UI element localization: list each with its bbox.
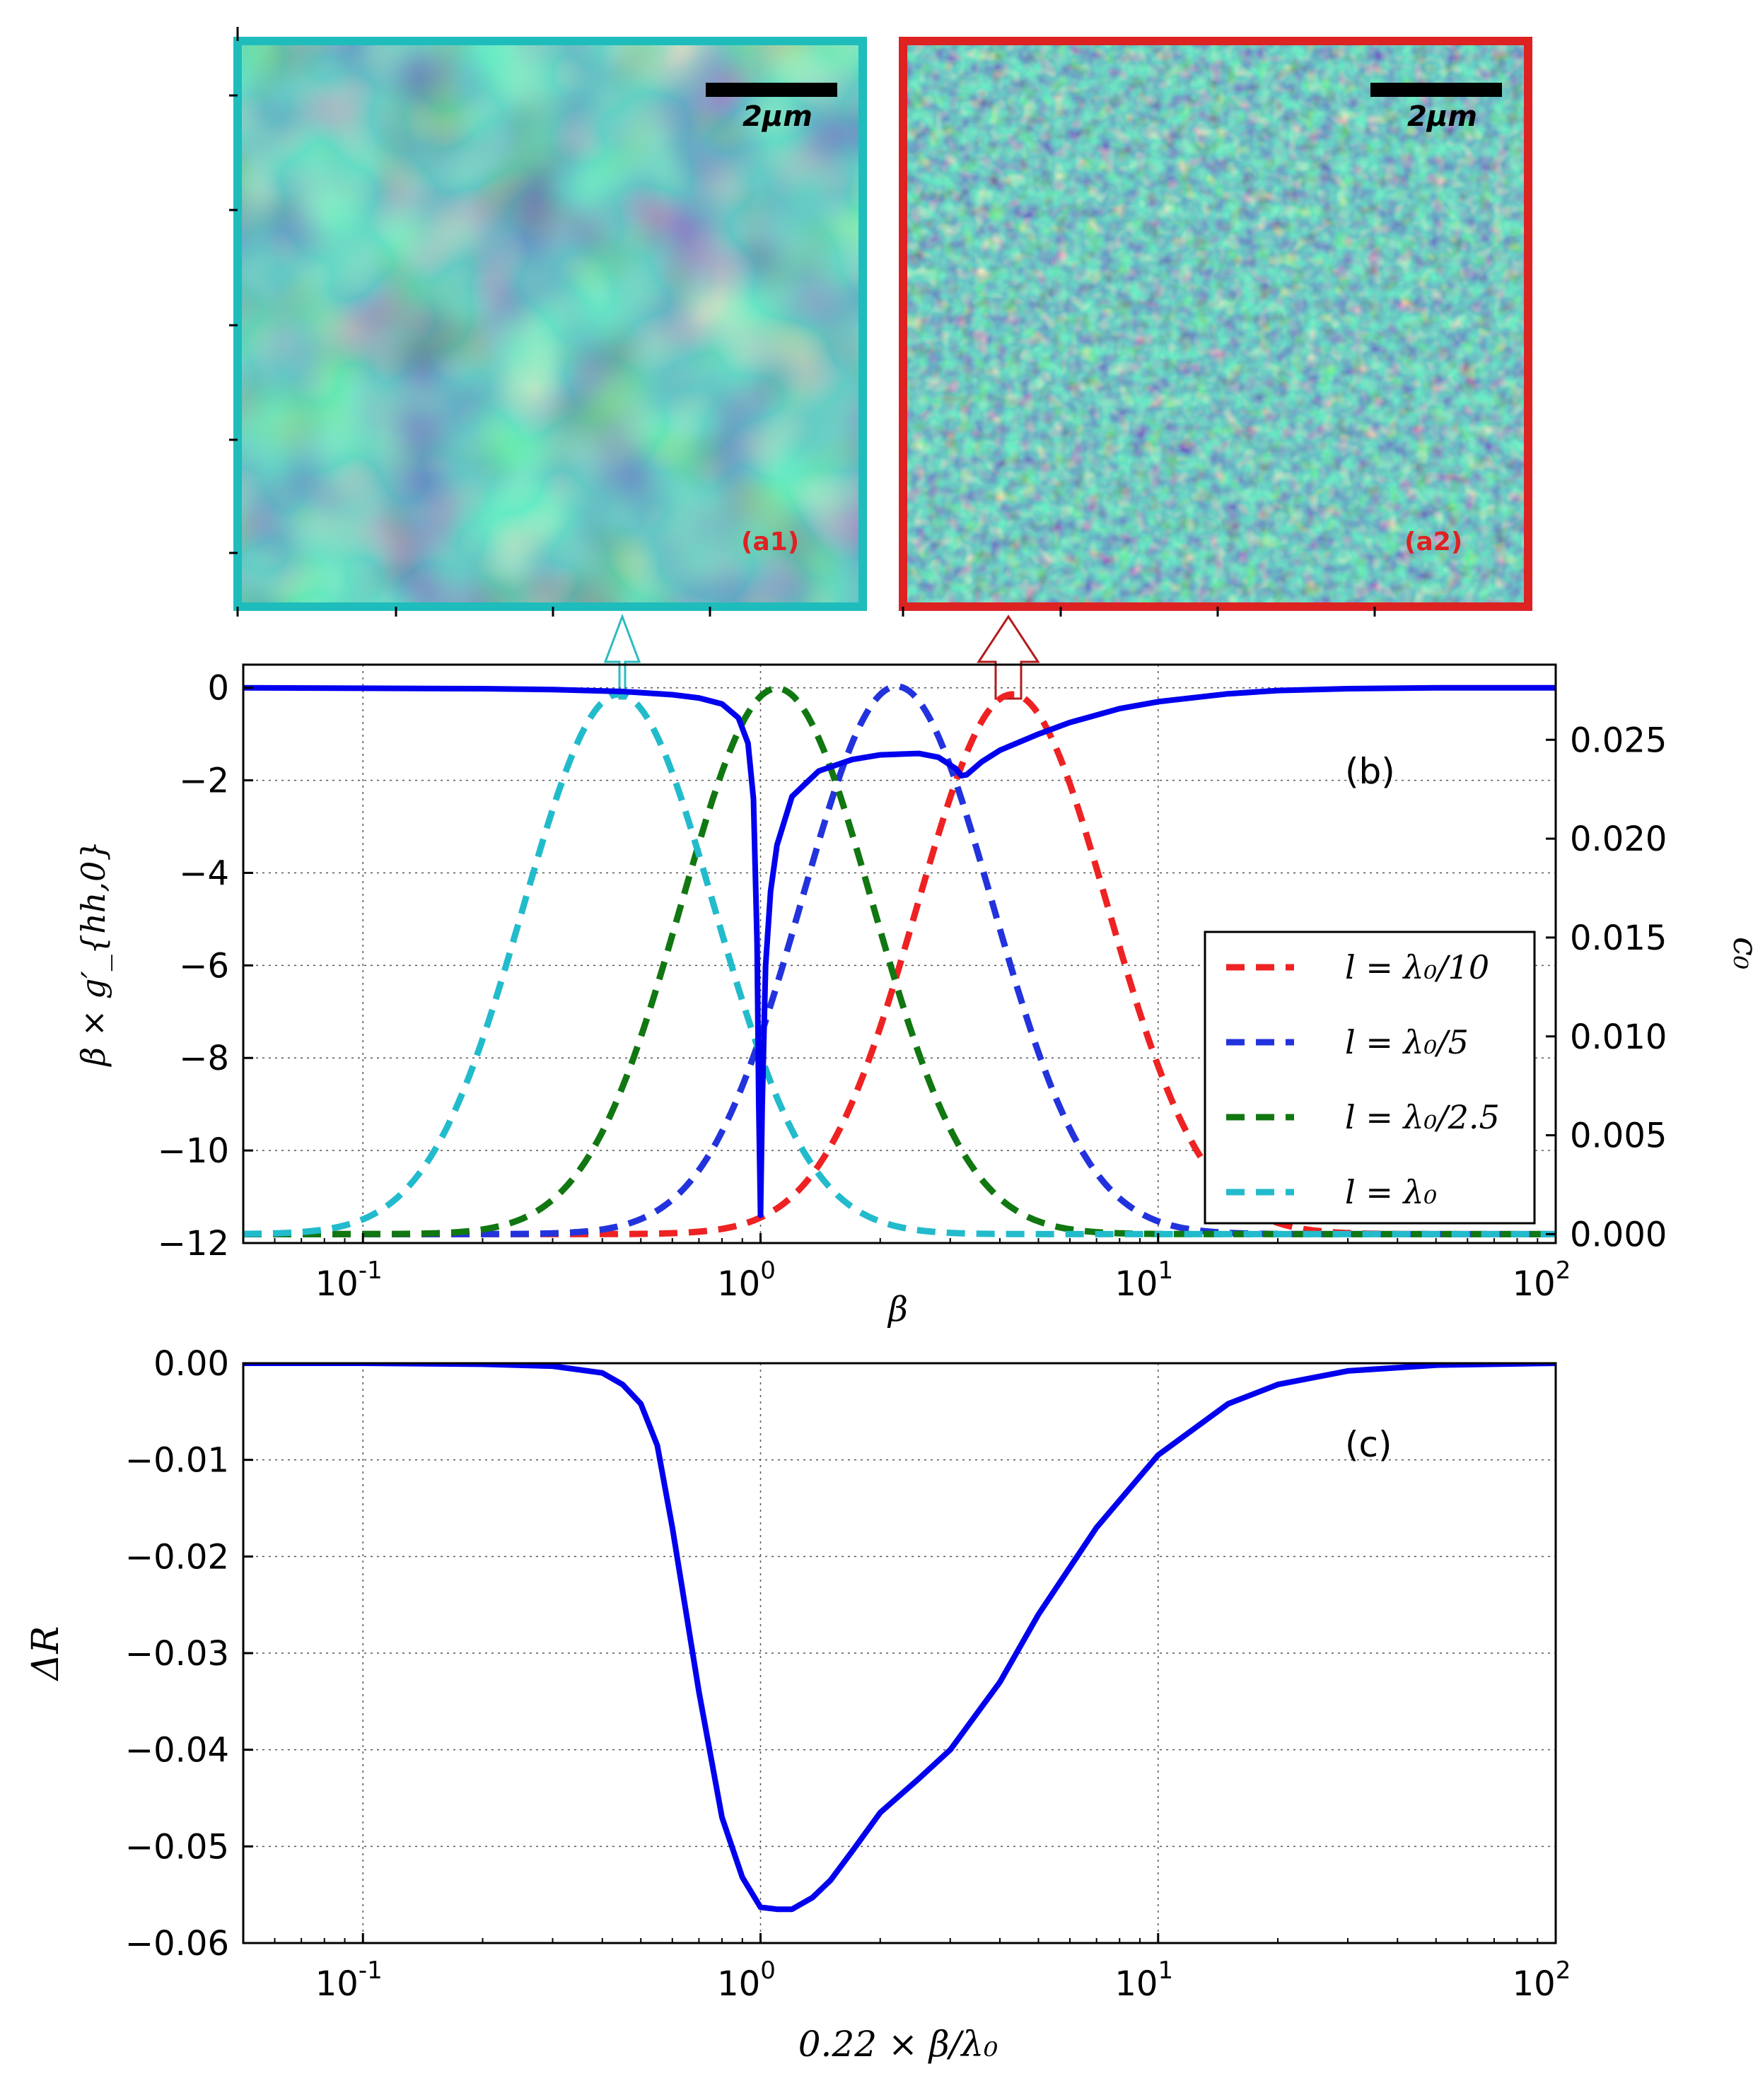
chart-b-ytick-label-4: −8 <box>179 1039 229 1078</box>
a1-scale-bar <box>706 83 837 97</box>
chart-c-ytick-label-0: 0.00 <box>153 1344 229 1384</box>
chart-b-xlabel: β <box>887 1290 908 1329</box>
chart-b-ylabel-right: c₀ <box>1725 937 1753 969</box>
chart-b-ytick-label-6: −12 <box>158 1224 229 1264</box>
a2-border <box>899 37 1532 611</box>
chart-b-ytick-label-5: −10 <box>158 1131 229 1171</box>
chart-b-label: (b) <box>1345 751 1395 792</box>
a2-image <box>903 41 1528 607</box>
chart-c-ytick-label-2: −0.02 <box>125 1537 229 1577</box>
chart-c-ytick-label-6: −0.06 <box>125 1924 229 1964</box>
chart-b-frame <box>242 663 1557 1244</box>
chart-c-xtick-label-0: 10-1 <box>315 1956 383 2004</box>
chart-b: 0 −2 −4 −6 −8 −10 −12 0.025 0.020 0.015 0.010 0.00… <box>74 663 1753 1329</box>
chart-b-y2ticks: 0.025 0.020 0.015 0.010 0.005 0.000 <box>1546 721 1667 1254</box>
legend-label-3: l = λ₀ <box>1345 1173 1437 1211</box>
a2-scale-text: 2μm <box>1407 100 1477 133</box>
chart-c-xtick-label-3: 102 <box>1513 1956 1571 2004</box>
a1-scale-text: 2μm <box>742 100 813 133</box>
chart-c-series <box>243 1363 1556 1913</box>
arrow-to-a1 <box>603 613 641 700</box>
a1-border <box>233 37 867 611</box>
chart-c-ytick-label-5: −0.05 <box>125 1827 229 1867</box>
chart-c-xtick-label-1: 100 <box>717 1956 776 2004</box>
chart-b-xticks: 10-1 100 101 102 <box>274 1233 1571 1304</box>
chart-c-xlabel: 0.22 × β/λ₀ <box>798 2024 998 2065</box>
chart-c-ytick-label-4: −0.04 <box>125 1731 229 1771</box>
chart-b-xtick-label-1: 100 <box>717 1256 776 1304</box>
chart-b-series <box>243 683 1556 1237</box>
chart-b-ytick-label-1: −2 <box>179 762 229 801</box>
chart-b-y2tick-label-3: 0.010 <box>1570 1017 1667 1057</box>
chart-b-ytick-label-2: −4 <box>179 853 229 893</box>
a1-image <box>238 41 863 607</box>
chart-b-ylabel: β × g′_{hh,0} <box>74 841 112 1068</box>
chart-c-ylabel: ΔR <box>25 1626 67 1682</box>
legend-label-0: l = λ₀/10 <box>1345 948 1489 986</box>
chart-c-label: (c) <box>1345 1424 1392 1465</box>
chart-b-y2tick-label-0: 0.025 <box>1570 721 1667 760</box>
chart-b-legend: l = λ₀/10 l = λ₀/5 l = λ₀/2.5 l = λ₀ <box>1204 931 1536 1225</box>
chart-c: 0.00−0.01−0.02−0.03−0.04−0.05−0.06 10-1 1… <box>25 1344 1571 2065</box>
chart-c-xtick-label-2: 101 <box>1114 1956 1173 2004</box>
legend-label-2: l = λ₀/2.5 <box>1345 1098 1500 1136</box>
series-b-4 <box>243 691 1556 1237</box>
chart-b-xtick-label-2: 101 <box>1114 1256 1173 1304</box>
chart-b-ytick-label-0: 0 <box>207 669 229 708</box>
chart-b-xtick-label-0: 10-1 <box>315 1256 383 1304</box>
a1-ticks <box>229 27 711 617</box>
chart-b-y2tick-label-1: 0.020 <box>1570 819 1667 859</box>
chart-b-yticks: 0 −2 −4 −6 −8 −10 −12 <box>158 669 253 1264</box>
chart-b-ytick-label-3: −6 <box>179 946 229 986</box>
series-b-main <box>243 684 1556 1218</box>
chart-c-yticks: 0.00 −0.01 −0.02 −0.03 −0.04 −0.05 −0.06 <box>125 1344 253 1964</box>
a2-ticks <box>902 607 1376 617</box>
chart-c-ytick-label-1: −0.01 <box>125 1441 229 1481</box>
chart-c-ytick-label-3: −0.03 <box>125 1634 229 1674</box>
series-c-0 <box>243 1363 1556 1913</box>
chart-c-xticks: 10-1 100 101 102 <box>274 1933 1571 2004</box>
a1-label: (a1) <box>741 527 799 556</box>
a2-scale-bar <box>1370 83 1502 97</box>
a2-label: (a2) <box>1404 527 1462 556</box>
chart-b-y2tick-label-2: 0.015 <box>1570 918 1667 958</box>
chart-b-y2tick-label-5: 0.000 <box>1570 1215 1667 1254</box>
image-panel-a2: 2μm (a2) <box>899 37 1532 617</box>
legend-frame <box>1204 931 1536 1225</box>
chart-b-y2tick-label-4: 0.005 <box>1570 1116 1667 1156</box>
legend-label-1: l = λ₀/5 <box>1345 1023 1469 1061</box>
arrow-to-a2 <box>977 614 1040 700</box>
image-panel-a1: 2μm (a1) <box>229 27 867 617</box>
chart-b-xtick-label-3: 102 <box>1513 1256 1571 1304</box>
